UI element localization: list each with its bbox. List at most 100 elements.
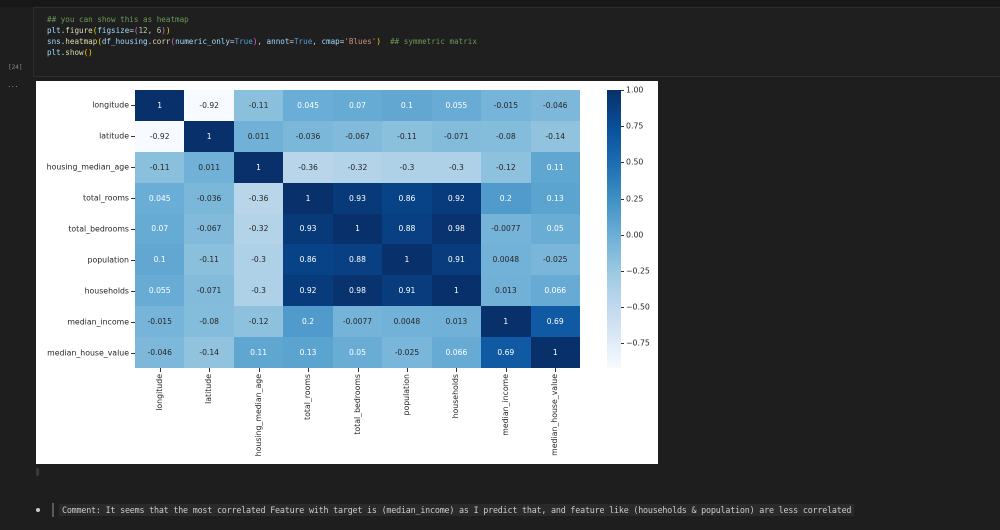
heatmap-cell: 0.98: [431, 213, 482, 245]
colorbar-tick: [621, 198, 624, 200]
heatmap-cell: -0.3: [382, 151, 432, 183]
y-axis-label: population: [87, 255, 130, 265]
heatmap-cell: -0.015: [135, 306, 185, 338]
heatmap-cell: -0.067: [184, 213, 234, 245]
heatmap-cell: 1: [382, 244, 432, 276]
heatmap-cell: 1: [184, 120, 234, 152]
heatmap-figure: longitude latitude housing_median_age total…: [36, 81, 658, 464]
editor-top-strip: [0, 0, 1000, 7]
heatmap-cell: 0.0048: [481, 244, 531, 276]
colorbar-tick-label: 0.50: [626, 157, 644, 167]
x-axis-tick: [555, 368, 557, 372]
heatmap-cell: 1: [283, 182, 333, 214]
heatmap-cell: -0.071: [184, 275, 234, 307]
heatmap-cell: -0.3: [431, 151, 482, 183]
x-axis-label: median_income: [500, 374, 510, 436]
heatmap-cell: -0.071: [431, 120, 482, 152]
code-line-4: plt.show(): [47, 48, 93, 57]
y-axis-tick: [131, 290, 135, 292]
y-axis-tick: [131, 136, 135, 138]
y-axis-tick: [131, 321, 135, 323]
output-menu-button[interactable]: ...: [8, 80, 19, 89]
heatmap-cell: 0.13: [530, 182, 580, 214]
x-axis-tick: [159, 368, 161, 372]
heatmap-cell: -0.046: [530, 90, 580, 121]
colorbar-tick: [621, 234, 624, 236]
heatmap-cell: -0.14: [530, 120, 580, 152]
comment-text: Comment: It seems that the most correlat…: [59, 504, 855, 516]
colorbar-tick-label: −0.75: [626, 338, 650, 348]
heatmap-cell: -0.067: [332, 120, 383, 152]
y-axis-label: median_income: [67, 317, 129, 327]
heatmap-cell: -0.11: [233, 90, 284, 121]
heatmap-cell: -0.14: [184, 337, 234, 368]
heatmap-cell: 0.88: [382, 213, 432, 245]
colorbar-tick: [621, 90, 624, 91]
heatmap-cell: -0.36: [233, 182, 284, 214]
code-editor[interactable]: ## you can show this as heatmap plt.figur…: [47, 14, 477, 58]
heatmap-cell: 0.11: [233, 337, 284, 368]
y-axis-label: households: [84, 286, 129, 296]
heatmap-cell: 0.98: [332, 275, 383, 307]
heatmap-cell: 0.011: [184, 151, 234, 183]
heatmap-cell: 0.86: [382, 182, 432, 214]
code-line-1: ## you can show this as heatmap: [47, 15, 189, 24]
x-axis-tick: [456, 368, 458, 372]
colorbar-tick-label: 0.00: [626, 230, 644, 240]
heatmap-cell: 1: [530, 337, 580, 368]
x-axis-label: total_rooms: [303, 374, 313, 420]
heatmap-cell: 0.92: [283, 275, 333, 307]
heatmap-cell: 1: [481, 306, 531, 338]
colorbar-tick-label: 0.25: [626, 194, 644, 204]
heatmap-cell: -0.046: [135, 337, 185, 368]
heatmap-cell: 0.013: [431, 306, 482, 338]
heatmap-cell: -0.3: [233, 275, 284, 307]
heatmap-cell: -0.036: [283, 120, 333, 152]
heatmap-cell: -0.025: [530, 244, 580, 276]
heatmap-cell: 0.11: [530, 151, 580, 183]
heatmap-cell: -0.025: [382, 337, 432, 368]
x-axis-label: population: [401, 374, 411, 416]
markdown-cell[interactable]: Comment: It seems that the most correlat…: [36, 502, 855, 518]
heatmap-cell: 0.69: [530, 306, 580, 338]
colorbar-tick-label: −0.25: [626, 266, 650, 276]
heatmap-cell: -0.11: [184, 244, 234, 276]
heatmap-cell: 0.93: [332, 182, 383, 214]
heatmap-cell: 0.2: [283, 306, 333, 338]
heatmap-cell: 0.013: [481, 275, 531, 307]
heatmap-cell: 0.86: [283, 244, 333, 276]
y-axis-label: total_bedrooms: [68, 224, 129, 234]
y-axis-tick: [131, 352, 135, 354]
x-axis-label: longitude: [154, 374, 164, 411]
heatmap-cell: 0.011: [233, 120, 284, 152]
heatmap-cell: 0.055: [431, 90, 482, 121]
heatmap-cell: 1: [431, 275, 482, 307]
heatmap-cell: -0.0077: [481, 213, 531, 245]
heatmap-cell: 0.066: [431, 337, 482, 368]
x-axis-tick: [209, 368, 211, 372]
y-axis-tick: [131, 105, 135, 107]
heatmap-cell: -0.92: [135, 120, 185, 152]
x-axis-label: total_bedrooms: [352, 374, 362, 435]
y-axis-label: housing_median_age: [46, 162, 129, 172]
heatmap-cell: 0.055: [135, 275, 185, 307]
heatmap-cell: -0.12: [481, 151, 531, 183]
code-cell[interactable]: ## you can show this as heatmap plt.figur…: [33, 7, 1000, 77]
x-axis-tick: [308, 368, 310, 372]
colorbar-tick: [621, 126, 624, 128]
x-axis-label: households: [451, 374, 461, 419]
y-axis-tick: [131, 198, 135, 200]
y-axis-tick: [131, 259, 135, 261]
colorbar-tick-label: −0.50: [626, 302, 650, 312]
heatmap-cell: 0.05: [530, 213, 580, 245]
heatmap-cell: 1: [332, 213, 383, 245]
code-line-3: sns.heatmap(df_housing.corr(numeric_only…: [47, 37, 477, 46]
heatmap-cell: 0.045: [135, 182, 185, 214]
colorbar-tick: [621, 307, 624, 309]
heatmap-cell: 0.1: [135, 244, 185, 276]
y-axis-label: longitude: [92, 100, 129, 110]
y-axis-tick: [131, 229, 135, 230]
heatmap-cell: -0.11: [382, 120, 432, 152]
colorbar-tick-label: 0.75: [626, 121, 644, 131]
y-axis-tick: [131, 167, 135, 169]
